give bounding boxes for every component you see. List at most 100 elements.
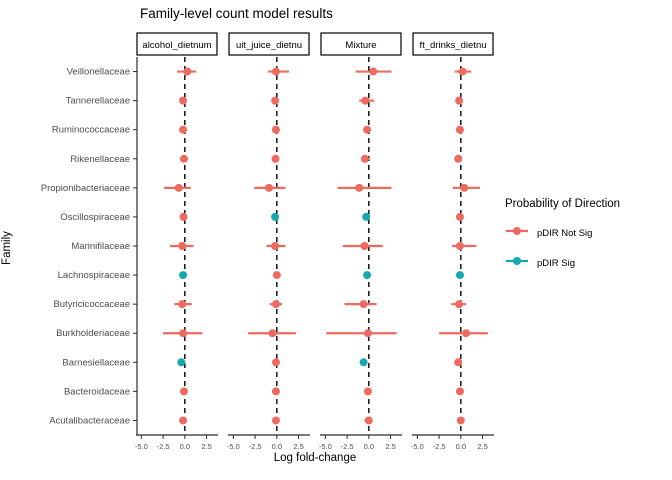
pointrange: [179, 212, 188, 221]
pointrange: [179, 271, 188, 280]
point-marker: [454, 358, 463, 367]
facet-strip: [136, 32, 218, 56]
pointrange: [363, 387, 372, 396]
pointrange: [454, 154, 463, 163]
pointrange: [179, 387, 188, 396]
pointrange: [254, 183, 286, 192]
pointrange: [455, 96, 464, 105]
pointrange: [359, 358, 368, 367]
point-marker: [455, 271, 464, 280]
point-marker: [455, 242, 464, 250]
pointrange-glyph-icon: [505, 224, 529, 242]
point-marker: [271, 416, 280, 425]
pointrange: [453, 183, 480, 192]
chart-title: Family-level count model results: [140, 6, 333, 21]
legend-label: pDIR Not Sig: [537, 227, 593, 239]
x-tick-label: 2.5: [477, 442, 487, 451]
pointrange: [177, 67, 197, 76]
point-marker: [363, 271, 372, 280]
point-marker: [271, 212, 280, 221]
pointrange: [271, 387, 280, 396]
x-tick-label: 0.0: [364, 442, 374, 451]
point-marker: [271, 358, 280, 367]
y-tick-label: Butyricicoccaceae: [53, 299, 130, 310]
legend-item-not-sig: pDIR Not Sig: [505, 224, 620, 242]
point-marker: [271, 67, 280, 76]
x-tick-label: -2.5: [433, 442, 446, 451]
y-axis-title: Family: [1, 231, 13, 265]
point-marker: [179, 387, 188, 396]
x-tick-label: -5.0: [227, 442, 240, 451]
x-tick-label: -5.0: [411, 442, 424, 451]
point-marker: [460, 183, 469, 192]
x-tick-label: 0.0: [272, 442, 282, 451]
point-marker: [179, 416, 188, 425]
pointrange: [344, 300, 377, 309]
pointrange: [342, 242, 383, 250]
facet-strip-label: ft_drinks_dietnu: [419, 40, 486, 51]
point-marker: [271, 242, 280, 250]
point-marker: [455, 125, 464, 134]
point-marker: [456, 416, 465, 425]
legend-item-sig: pDIR Sig: [505, 254, 620, 272]
y-tick-label: Rikenellaceae: [70, 154, 130, 165]
point-marker: [359, 358, 368, 367]
x-tick-label: 2.5: [293, 442, 303, 451]
point-marker: [360, 154, 369, 163]
point-marker: [462, 329, 471, 338]
legend-glyph-dot-1: [513, 257, 521, 265]
pointrange: [439, 329, 488, 338]
pointrange: [454, 67, 472, 76]
pointrange: [177, 358, 186, 367]
pointrange: [359, 96, 375, 105]
legend-label: pDIR Sig: [537, 257, 576, 269]
point-marker: [271, 125, 280, 134]
point-marker: [454, 154, 463, 163]
pointrange: [271, 416, 280, 425]
pointrange: [363, 125, 372, 134]
pointrange: [271, 154, 280, 163]
point-marker: [363, 125, 372, 134]
y-tick-label: Acutalibacteraceae: [49, 415, 130, 426]
facet-panel-Mixture: Mixture -5.0 -2.5 0.0 2.5: [319, 32, 402, 451]
facet-panel-ft_drinks_dietnu: ft_drinks_dietnu -5.0 -2.5 0.0 2.5: [411, 32, 494, 451]
pointrange: [179, 96, 188, 105]
x-tick-label: 2.5: [201, 442, 211, 451]
legend-title: Probability of Direction: [505, 198, 621, 210]
legend: Probability of Direction pDIR Not Sig pD…: [505, 198, 620, 272]
x-tick-label: -5.0: [319, 442, 332, 451]
pointrange: [455, 271, 464, 280]
point-marker: [455, 387, 464, 396]
facet-panel-alcohol_dietnum: alcohol_dietnum -5.0 -2.5 0.0 2.5: [135, 32, 218, 451]
y-tick-label: Veillonellaceae: [67, 67, 130, 78]
y-tick-label: Oscillospiraceae: [60, 212, 130, 223]
pointrange: [163, 329, 203, 338]
y-tick-label: Lachnospiraceae: [58, 270, 130, 281]
y-tick-label: Bacteroidaceae: [64, 386, 130, 397]
pointrange: [360, 154, 370, 163]
y-tick-label: Burkholderiaceae: [56, 328, 130, 339]
pointrange: [362, 212, 371, 221]
pointrange: [271, 358, 280, 367]
point-marker: [455, 300, 464, 309]
pointrange: [456, 416, 465, 425]
point-marker: [455, 96, 464, 105]
pointrange: [179, 154, 188, 163]
pointrange: [337, 183, 392, 192]
x-tick-label: -2.5: [341, 442, 354, 451]
pointrange: [363, 271, 372, 280]
facet-strip-label: uit_juice_dietnu: [236, 40, 302, 51]
point-marker: [179, 125, 188, 134]
point-marker: [363, 329, 372, 338]
pointrange: [455, 212, 464, 221]
point-marker: [455, 212, 464, 221]
pointrange: [271, 96, 280, 105]
point-marker: [271, 387, 280, 396]
y-tick-label: Propionibacteriaceae: [41, 183, 130, 194]
point-marker: [179, 271, 188, 280]
pointrange: [174, 300, 192, 309]
pointrange: [326, 329, 397, 338]
point-marker: [268, 329, 277, 338]
